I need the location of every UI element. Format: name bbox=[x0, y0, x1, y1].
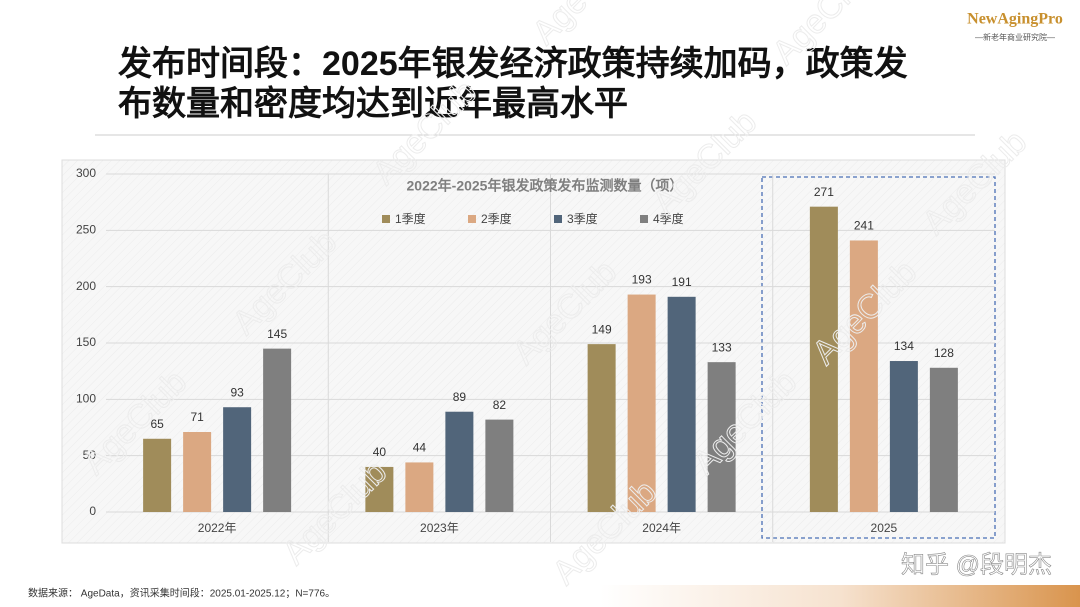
bar bbox=[929, 367, 958, 512]
legend-swatch bbox=[468, 215, 476, 223]
x-tick-label: 2025 bbox=[871, 521, 898, 535]
legend-label: 4季度 bbox=[653, 211, 684, 226]
y-tick-label: 150 bbox=[76, 335, 96, 349]
value-label: 44 bbox=[413, 441, 427, 455]
bar bbox=[223, 407, 252, 512]
legend-swatch bbox=[554, 215, 562, 223]
value-label: 149 bbox=[592, 322, 612, 336]
bar bbox=[627, 294, 656, 512]
value-label: 89 bbox=[453, 390, 467, 404]
x-tick-label: 2023年 bbox=[420, 521, 459, 535]
legend-label: 1季度 bbox=[395, 211, 426, 226]
bar bbox=[587, 344, 616, 512]
title-line: 发布时间段：2025年银发经济政策持续加码，政策发 bbox=[118, 44, 908, 83]
legend-swatch bbox=[640, 215, 648, 223]
value-label: 82 bbox=[493, 398, 507, 412]
y-tick-label: 300 bbox=[76, 166, 96, 180]
y-tick-label: 100 bbox=[76, 392, 96, 406]
value-label: 71 bbox=[190, 410, 204, 424]
bar bbox=[183, 432, 212, 512]
value-label: 193 bbox=[632, 273, 652, 287]
bar bbox=[667, 296, 696, 512]
title-line: 布数量和密度均达到近年最高水平 bbox=[118, 84, 628, 123]
value-label: 93 bbox=[230, 385, 244, 399]
source-note: 数据来源： AgeData，资讯采集时间段：2025.01-2025.12；N=… bbox=[28, 587, 335, 600]
value-label: 40 bbox=[373, 445, 387, 459]
bar bbox=[405, 462, 434, 512]
value-label: 271 bbox=[814, 185, 834, 199]
bar bbox=[445, 411, 474, 512]
legend-swatch bbox=[382, 215, 390, 223]
bar bbox=[365, 466, 394, 512]
y-tick-label: 200 bbox=[76, 279, 96, 293]
y-tick-label: 0 bbox=[89, 504, 96, 518]
x-tick-label: 2022年 bbox=[198, 521, 237, 535]
value-label: 241 bbox=[854, 219, 874, 233]
value-label: 133 bbox=[712, 340, 732, 354]
y-tick-label: 50 bbox=[83, 448, 97, 462]
y-tick-label: 250 bbox=[76, 223, 96, 237]
chart: 0 50 100 150 200 250 300 2022年-2025年银发政策发布监测数量（… bbox=[76, 166, 995, 542]
value-label: 191 bbox=[672, 275, 692, 289]
value-label: 134 bbox=[894, 339, 914, 353]
logo: NewAgingPro bbox=[967, 11, 1063, 28]
bar bbox=[889, 361, 918, 512]
value-label: 65 bbox=[150, 417, 164, 431]
bottom-strip bbox=[600, 585, 1080, 607]
bar bbox=[485, 419, 514, 512]
legend-label: 2季度 bbox=[481, 211, 512, 226]
bar bbox=[143, 438, 172, 512]
value-label: 145 bbox=[267, 327, 287, 341]
bar bbox=[707, 362, 736, 512]
bar bbox=[809, 206, 838, 512]
legend-label: 3季度 bbox=[567, 211, 598, 226]
bar bbox=[263, 348, 292, 512]
highlight-box bbox=[761, 176, 996, 539]
x-tick-label: 2024年 bbox=[642, 521, 681, 535]
bar bbox=[849, 240, 878, 512]
credit: 知乎 @段明杰 bbox=[901, 551, 1052, 578]
logo-sub: —新老年商业研究院— bbox=[975, 32, 1055, 42]
chart-title: 2022年-2025年银发政策发布监测数量（项） bbox=[407, 178, 684, 194]
chart-frame bbox=[61, 159, 1006, 544]
value-label: 128 bbox=[934, 346, 954, 360]
